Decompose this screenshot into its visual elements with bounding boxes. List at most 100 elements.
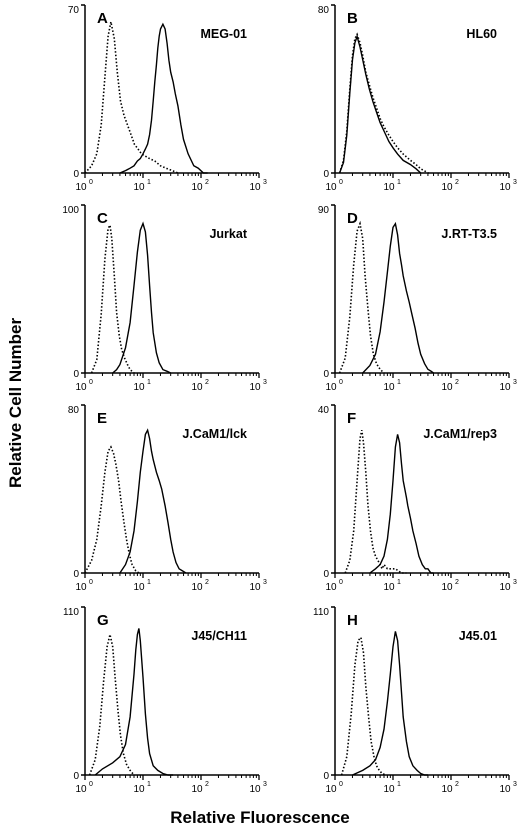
x-tick-exponent: 2 xyxy=(455,179,459,186)
x-axis-label: Relative Fluorescence xyxy=(170,808,350,827)
x-tick-label: 10 xyxy=(383,182,395,193)
y-tick-label: 90 xyxy=(318,205,330,216)
x-tick-exponent: 3 xyxy=(513,379,517,386)
control-histogram-line xyxy=(84,21,179,174)
x-tick-label: 10 xyxy=(75,182,87,193)
x-tick-label: 10 xyxy=(133,784,145,795)
x-tick-exponent: 0 xyxy=(339,179,343,186)
stained-histogram-line xyxy=(119,22,208,174)
x-tick-exponent: 0 xyxy=(339,781,343,788)
x-tick-label: 10 xyxy=(499,582,511,593)
x-tick-exponent: 1 xyxy=(397,579,401,586)
y-tick-label: 100 xyxy=(62,205,79,216)
x-tick-label: 10 xyxy=(325,582,337,593)
panel-letter: C xyxy=(97,210,108,227)
stained-histogram-line xyxy=(112,221,171,374)
panel-letter: G xyxy=(97,612,109,629)
y-tick-label: 80 xyxy=(68,405,80,416)
x-tick-label: 10 xyxy=(75,784,87,795)
x-tick-exponent: 0 xyxy=(89,379,93,386)
y-tick-label: 80 xyxy=(318,5,330,16)
x-tick-label: 10 xyxy=(133,382,145,393)
x-tick-exponent: 1 xyxy=(147,781,151,788)
stained-histogram-line xyxy=(338,34,422,174)
stained-histogram-line xyxy=(369,434,434,574)
x-tick-exponent: 0 xyxy=(89,179,93,186)
y-tick-label: 0 xyxy=(73,569,79,580)
x-tick-exponent: 2 xyxy=(455,379,459,386)
x-tick-label: 10 xyxy=(441,182,453,193)
x-tick-exponent: 1 xyxy=(397,781,401,788)
panel-title: J.CaM1/rep3 xyxy=(423,427,497,441)
y-tick-label: 40 xyxy=(318,405,330,416)
stained-histogram-line xyxy=(94,628,174,776)
x-tick-exponent: 3 xyxy=(263,579,267,586)
panel-letter: E xyxy=(97,410,107,427)
y-tick-label: 0 xyxy=(323,771,329,782)
x-tick-label: 10 xyxy=(249,382,261,393)
stained-histogram-line xyxy=(352,631,428,776)
x-tick-label: 10 xyxy=(249,784,261,795)
control-histogram-line xyxy=(84,445,140,574)
panel-letter: D xyxy=(347,210,358,227)
x-tick-exponent: 2 xyxy=(205,781,209,788)
y-tick-label: 110 xyxy=(313,607,329,618)
panel-title: Jurkat xyxy=(209,227,247,241)
x-tick-label: 10 xyxy=(75,382,87,393)
x-tick-label: 10 xyxy=(383,382,395,393)
x-tick-exponent: 3 xyxy=(513,579,517,586)
control-histogram-line xyxy=(344,430,407,574)
x-tick-exponent: 3 xyxy=(263,179,267,186)
x-tick-exponent: 1 xyxy=(147,179,151,186)
x-tick-label: 10 xyxy=(75,582,87,593)
panel-letter: A xyxy=(97,10,108,27)
x-tick-label: 10 xyxy=(191,582,203,593)
control-histogram-line xyxy=(90,222,135,374)
x-tick-exponent: 2 xyxy=(205,379,209,386)
x-tick-exponent: 1 xyxy=(147,579,151,586)
y-tick-label: 0 xyxy=(73,369,79,380)
x-tick-label: 10 xyxy=(499,784,511,795)
x-tick-label: 10 xyxy=(441,784,453,795)
x-tick-label: 10 xyxy=(191,784,203,795)
x-tick-label: 10 xyxy=(441,382,453,393)
y-tick-label: 0 xyxy=(323,569,329,580)
stained-histogram-line xyxy=(362,221,434,374)
y-tick-label: 0 xyxy=(73,169,79,180)
x-tick-label: 10 xyxy=(499,382,511,393)
x-tick-label: 10 xyxy=(325,784,337,795)
x-tick-label: 10 xyxy=(325,382,337,393)
x-tick-label: 10 xyxy=(191,182,203,193)
x-tick-label: 10 xyxy=(441,582,453,593)
x-tick-label: 10 xyxy=(191,382,203,393)
y-tick-label: 0 xyxy=(323,369,329,380)
x-tick-label: 10 xyxy=(383,784,395,795)
panel-title: MEG-01 xyxy=(200,27,247,41)
x-tick-exponent: 0 xyxy=(89,579,93,586)
panel-letter: B xyxy=(347,10,358,27)
control-histogram-line xyxy=(88,634,135,776)
x-tick-label: 10 xyxy=(249,582,261,593)
x-tick-label: 10 xyxy=(133,582,145,593)
x-tick-exponent: 2 xyxy=(455,579,459,586)
x-tick-exponent: 0 xyxy=(89,781,93,788)
x-tick-label: 10 xyxy=(249,182,261,193)
control-histogram-line xyxy=(340,635,387,776)
x-tick-exponent: 2 xyxy=(205,579,209,586)
x-tick-exponent: 0 xyxy=(339,579,343,586)
stained-histogram-line xyxy=(119,428,187,574)
x-tick-exponent: 2 xyxy=(205,179,209,186)
panel-title: J.CaM1/lck xyxy=(182,427,247,441)
control-histogram-line xyxy=(338,220,385,374)
y-axis-label: Relative Cell Number xyxy=(6,317,25,488)
x-tick-label: 10 xyxy=(499,182,511,193)
x-tick-exponent: 1 xyxy=(397,379,401,386)
